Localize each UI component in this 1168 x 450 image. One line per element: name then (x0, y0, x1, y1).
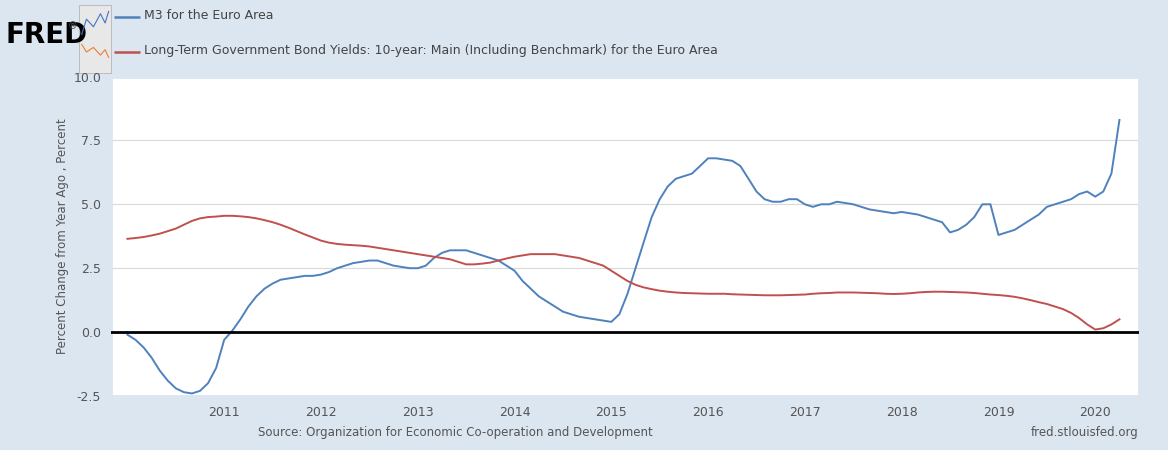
Text: Source: Organization for Economic Co-operation and Development: Source: Organization for Economic Co-ope… (258, 426, 653, 439)
FancyBboxPatch shape (79, 5, 111, 72)
Text: Long-Term Government Bond Yields: 10-year: Main (Including Benchmark) for the Eu: Long-Term Government Bond Yields: 10-yea… (144, 44, 717, 57)
Y-axis label: Percent Change from Year Ago , Percent: Percent Change from Year Ago , Percent (56, 118, 69, 354)
Text: M3 for the Euro Area: M3 for the Euro Area (144, 9, 273, 22)
Text: ®: ® (68, 22, 77, 32)
Text: fred.stlouisfed.org: fred.stlouisfed.org (1031, 426, 1139, 439)
Text: FRED: FRED (6, 22, 88, 50)
